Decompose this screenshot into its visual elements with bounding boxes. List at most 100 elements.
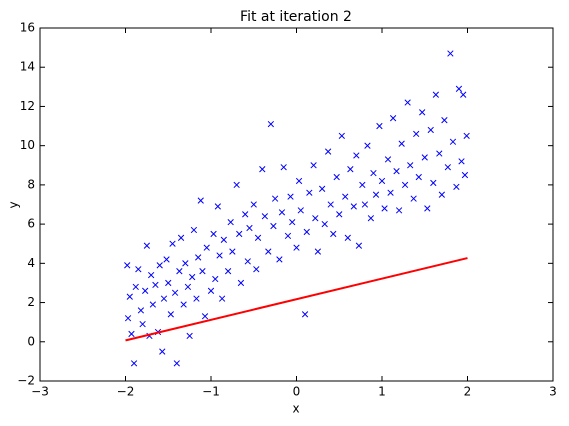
data-point [427,126,434,134]
data-point [318,185,326,192]
data-point [193,295,200,302]
data-point [270,222,277,230]
data-point [410,195,417,202]
data-point [347,166,354,173]
data-point [364,142,371,149]
data-point [444,164,451,171]
data-point [421,154,428,161]
data-point [220,236,227,243]
y-tick-label: 16 [20,21,35,35]
data-point [278,209,286,216]
data-point [432,91,440,98]
data-point [453,183,460,191]
data-point [167,311,174,318]
data-point [378,177,386,185]
data-point [207,287,215,294]
data-point [126,293,133,300]
data-point [195,254,202,261]
data-point [229,248,236,255]
data-point [303,228,310,236]
fit-line [125,257,468,342]
data-point [210,230,217,238]
data-point [424,205,431,212]
chart-title: Fit at iteration 2 [240,9,352,25]
y-tick-label: 8 [27,177,35,191]
y-tick-label: 10 [20,138,35,152]
data-point [395,207,403,214]
data-point [184,283,192,291]
data-point [132,283,139,291]
data-point [227,218,234,226]
x-tick-label: 0 [293,385,301,399]
data-point [124,315,132,322]
data-point [212,275,219,283]
y-tick-label: 0 [27,334,35,348]
data-point [393,168,400,175]
data-point [381,205,388,212]
data-point [297,207,304,214]
data-point [463,132,470,140]
data-point [180,301,187,308]
data-point [128,330,135,338]
data-point [267,120,275,128]
data-point [197,197,204,204]
data-point [216,252,223,259]
data-point [359,181,366,189]
data-point [350,203,357,210]
x-tick-label: −2 [117,385,135,399]
data-point [441,117,448,124]
y-tick-label: 12 [20,99,35,113]
data-point [137,307,145,314]
data-point [199,268,206,275]
data-point [314,248,322,255]
data-point [165,279,172,287]
data-point [124,262,131,269]
data-point [404,99,411,106]
data-point [143,242,151,249]
data-point [284,232,292,240]
data-point [401,181,409,189]
data-point [253,266,260,273]
x-axis-label: x [292,402,299,416]
data-point [293,244,300,251]
y-tick-label: 4 [27,256,35,270]
data-point [254,234,262,241]
data-point [353,152,360,159]
data-point [189,273,196,281]
data-point [261,213,269,220]
data-point [338,132,345,140]
data-point [201,313,209,320]
y-tick-label: −2 [17,374,35,388]
data-point [224,268,232,275]
data-point [287,193,294,200]
data-point [169,240,176,247]
data-point [177,234,185,241]
data-point [214,203,221,210]
data-point [370,169,377,177]
data-point [159,348,166,355]
data-point [455,85,463,92]
data-point [259,166,266,173]
data-point [372,191,380,198]
data-point [301,311,309,318]
data-point [447,50,454,57]
y-tick-label: 14 [20,60,35,74]
data-point [333,173,340,181]
data-point [276,256,283,263]
y-axis-label: y [7,201,21,208]
data-point [246,224,253,232]
data-point [152,281,159,289]
data-point [173,360,180,367]
data-point [289,218,296,226]
data-point [376,122,383,130]
data-point [160,295,168,302]
data-point [163,256,170,263]
data-point [265,248,272,255]
data-point [280,164,287,171]
data-point [306,189,313,196]
x-tick-label: 1 [378,385,386,399]
data-point [242,211,249,218]
data-point [149,301,157,308]
x-tick-label: 2 [464,385,472,399]
